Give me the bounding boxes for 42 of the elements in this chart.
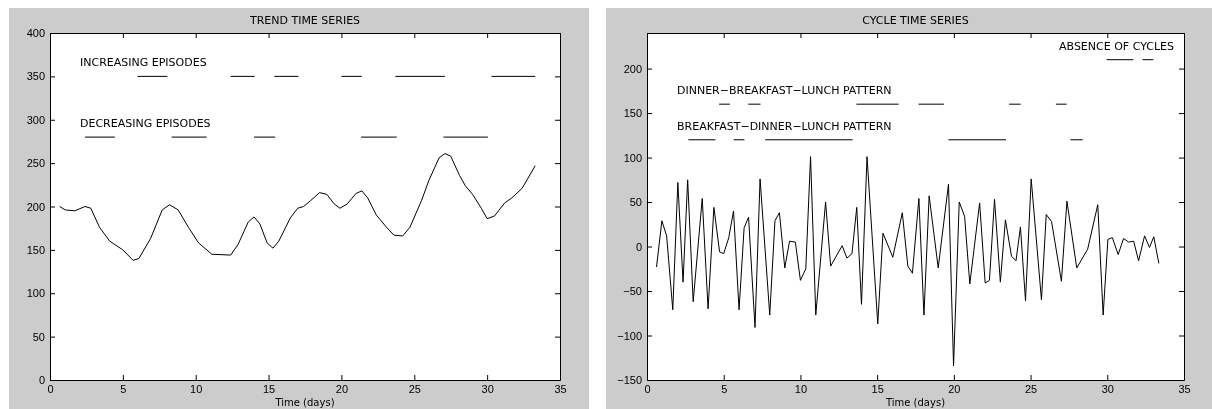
x-tick-label: 35 bbox=[554, 382, 567, 395]
y-tick-label: 50 bbox=[629, 196, 642, 209]
x-tick-label: 35 bbox=[1178, 382, 1191, 395]
y-tick-label: 200 bbox=[623, 62, 642, 75]
x-tick-label: 15 bbox=[262, 382, 276, 395]
legend-label: ABSENCE OF CYCLES bbox=[1059, 39, 1175, 53]
x-tick-label: 20 bbox=[335, 382, 349, 395]
x-tick-label: 25 bbox=[408, 382, 421, 395]
y-tick-label: 100 bbox=[623, 151, 642, 164]
y-tick-label: 400 bbox=[26, 27, 45, 40]
x-tick-label: 0 bbox=[47, 382, 54, 395]
y-tick-label: 300 bbox=[26, 113, 45, 126]
x-tick-label: 30 bbox=[1101, 382, 1114, 395]
y-tick-label: 0 bbox=[635, 240, 642, 253]
x-tick-label: 10 bbox=[190, 382, 203, 395]
y-tick-label: −100 bbox=[617, 329, 642, 342]
x-tick-label: 0 bbox=[644, 382, 651, 395]
series-label: DINNER−BREAKFAST−LUNCH PATTERN bbox=[677, 84, 892, 98]
x-tick-label: 5 bbox=[120, 382, 127, 395]
series-label: BREAKFAST−DINNER−LUNCH PATTERN bbox=[677, 119, 892, 133]
y-tick-label: 200 bbox=[26, 200, 45, 213]
x-axis-title: Time (days) bbox=[884, 397, 946, 408]
x-tick-label: 10 bbox=[794, 382, 808, 395]
y-tick-label: 100 bbox=[26, 287, 45, 300]
x-tick-label: 25 bbox=[1024, 382, 1038, 395]
y-tick-label: 150 bbox=[26, 243, 45, 256]
y-tick-label: 350 bbox=[26, 70, 45, 83]
y-tick-label: −150 bbox=[617, 374, 642, 387]
x-tick-label: 20 bbox=[948, 382, 961, 395]
y-tick-label: 250 bbox=[26, 157, 45, 170]
y-tick-label: −50 bbox=[623, 285, 642, 298]
x-tick-label: 5 bbox=[721, 382, 728, 395]
y-tick-label: 50 bbox=[32, 330, 45, 343]
x-tick-label: 15 bbox=[871, 382, 884, 395]
x-axis-title: Time (days) bbox=[274, 397, 335, 408]
chart-title: TREND TIME SERIES bbox=[248, 14, 361, 27]
legend-label: DECREASING EPISODES bbox=[80, 117, 211, 131]
chart-title: CYCLE TIME SERIES bbox=[862, 14, 969, 27]
y-tick-label: 0 bbox=[38, 374, 45, 387]
y-tick-label: 150 bbox=[623, 107, 642, 120]
x-tick-label: 30 bbox=[481, 382, 494, 395]
series-label: INCREASING EPISODES bbox=[80, 56, 207, 70]
